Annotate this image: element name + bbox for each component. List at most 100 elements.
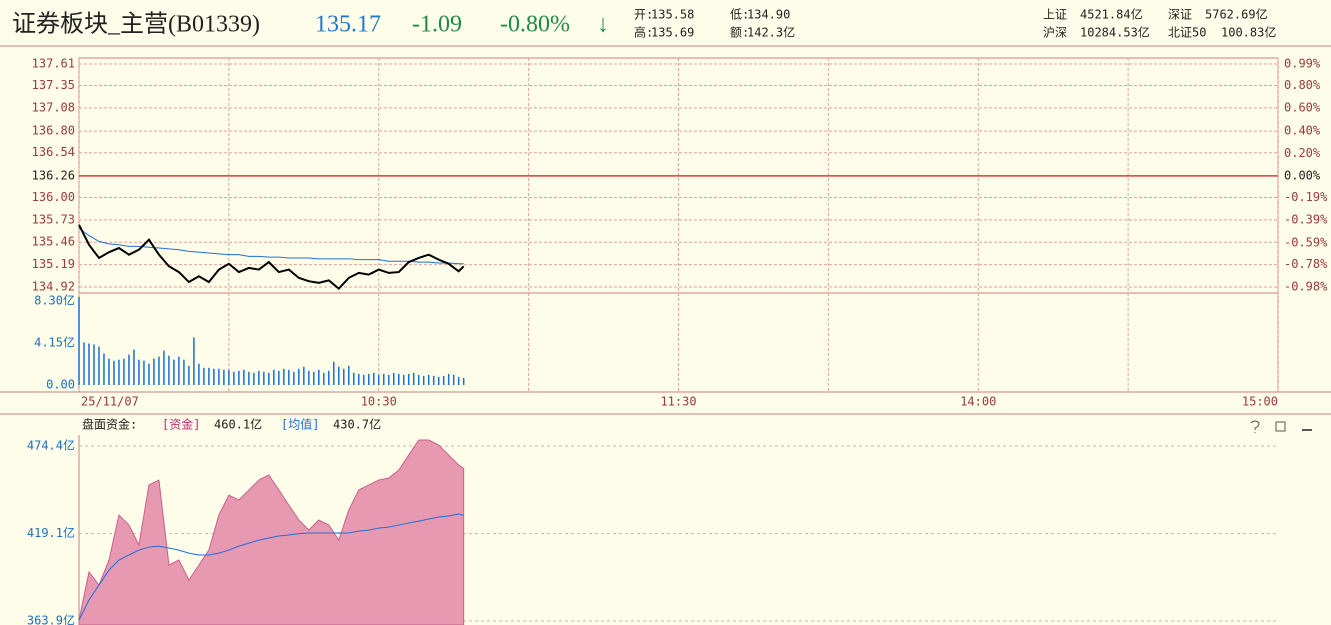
volume-bar [422, 375, 425, 385]
index-value: 10284.53亿 [1080, 25, 1150, 40]
volume-bar [288, 369, 290, 385]
volume-bar [193, 337, 195, 385]
y2-tick-label: 0.40% [1284, 123, 1321, 137]
volume-bar [143, 360, 145, 385]
index-name: 沪深 [1043, 26, 1067, 40]
legend-entry: [资金] [162, 417, 200, 432]
volume-bar [358, 373, 360, 385]
price-change: -1.09 [412, 12, 462, 38]
average-line [78, 227, 464, 265]
fund-title: 盘面资金: [82, 417, 137, 432]
stat-value: 135.69 [651, 26, 694, 40]
volume-bar [412, 372, 415, 385]
volume-bar [397, 373, 400, 385]
volume-bar [258, 370, 260, 385]
y-tick-label: 363.9亿 [27, 613, 75, 625]
volume-bar [148, 363, 150, 385]
volume-bar [417, 374, 420, 385]
y2-tick-label: -0.59% [1284, 235, 1328, 249]
volume-bar [123, 358, 125, 385]
volume-bar [138, 359, 140, 385]
y-tick-label: 137.61 [32, 57, 75, 71]
volume-bar [308, 370, 310, 385]
volume-bar [133, 349, 135, 385]
y2-tick-label: 0.80% [1284, 78, 1321, 92]
legend-entry: [均值] [281, 417, 319, 432]
volume-bar [188, 365, 190, 385]
volume-bar [233, 371, 235, 385]
y-tick-label: 135.19 [32, 257, 75, 271]
x-tick-label: 11:30 [660, 395, 696, 409]
percent-change: -0.80% [500, 12, 570, 38]
index-name: 上证 [1043, 8, 1067, 22]
y-tick-label: 137.08 [32, 100, 75, 114]
volume-bar [158, 356, 160, 385]
volume-bar [163, 350, 165, 385]
y-tick-label: 0.00 [46, 378, 75, 392]
legend-value: 460.1亿 [214, 417, 262, 432]
volume-bar [353, 372, 355, 385]
volume-bar [328, 370, 330, 385]
y2-tick-label: -0.39% [1284, 213, 1328, 227]
volume-bar [263, 371, 265, 385]
volume-bar [318, 369, 320, 385]
volume-bar [457, 376, 460, 385]
volume-bar [407, 373, 410, 385]
stat-label: 低: [730, 8, 749, 22]
help-icon[interactable] [1250, 420, 1260, 433]
index-value: 100.83亿 [1221, 25, 1276, 40]
volume-bar [83, 342, 85, 385]
volume-bar [208, 367, 210, 385]
fund-average-line [78, 513, 464, 621]
down-arrow: ↓ [597, 12, 609, 38]
index-value: 5762.69亿 [1205, 7, 1268, 22]
index-value: 4521.84亿 [1080, 7, 1143, 22]
stat-label: 额: [730, 26, 749, 40]
volume-bar [323, 372, 325, 385]
y-tick-label: 136.54 [32, 145, 75, 159]
volume-bar [437, 376, 440, 385]
volume-bar [432, 375, 435, 385]
volume-bar [93, 344, 95, 385]
index-name: 北证50 [1168, 26, 1206, 40]
volume-bar [183, 359, 185, 385]
y-tick-label: 4.15亿 [34, 335, 75, 350]
fund-area [78, 439, 465, 625]
volume-bar [78, 296, 80, 385]
last-price: 135.17 [315, 12, 381, 38]
stat-label: 开: [634, 8, 653, 22]
y-tick-label: 8.30亿 [34, 293, 75, 308]
volume-bar [253, 372, 255, 385]
volume-bar [273, 369, 275, 385]
volume-bar [368, 373, 370, 385]
y-tick-label: 136.00 [32, 190, 75, 204]
y-tick-label: 135.46 [32, 235, 75, 249]
volume-bar [447, 373, 450, 385]
volume-bar [98, 346, 100, 385]
volume-bar [218, 368, 220, 385]
volume-bar [293, 371, 295, 385]
y-tick-label: 134.92 [32, 280, 75, 294]
volume-bar [248, 371, 250, 385]
volume-bar [343, 368, 345, 385]
stat-label: 高: [634, 25, 653, 40]
volume-bar [378, 374, 380, 385]
maximize-icon[interactable] [1275, 421, 1286, 432]
volume-bar [462, 377, 465, 385]
volume-bar [88, 343, 90, 385]
y-tick-label: 135.73 [32, 212, 75, 226]
volume-bar [303, 366, 305, 385]
volume-bar [173, 359, 175, 385]
volume-bar [113, 360, 115, 385]
stat-value: 134.90 [747, 8, 790, 22]
volume-bar [387, 374, 390, 385]
y-tick-label: 419.1亿 [27, 525, 75, 540]
price-line [78, 224, 465, 291]
y2-tick-label: 0.99% [1284, 57, 1321, 71]
volume-bar [178, 356, 180, 385]
volume-bar [213, 368, 215, 385]
volume-bar [333, 361, 335, 385]
y2-tick-label: 0.20% [1284, 146, 1321, 160]
volume-bar [203, 367, 205, 385]
